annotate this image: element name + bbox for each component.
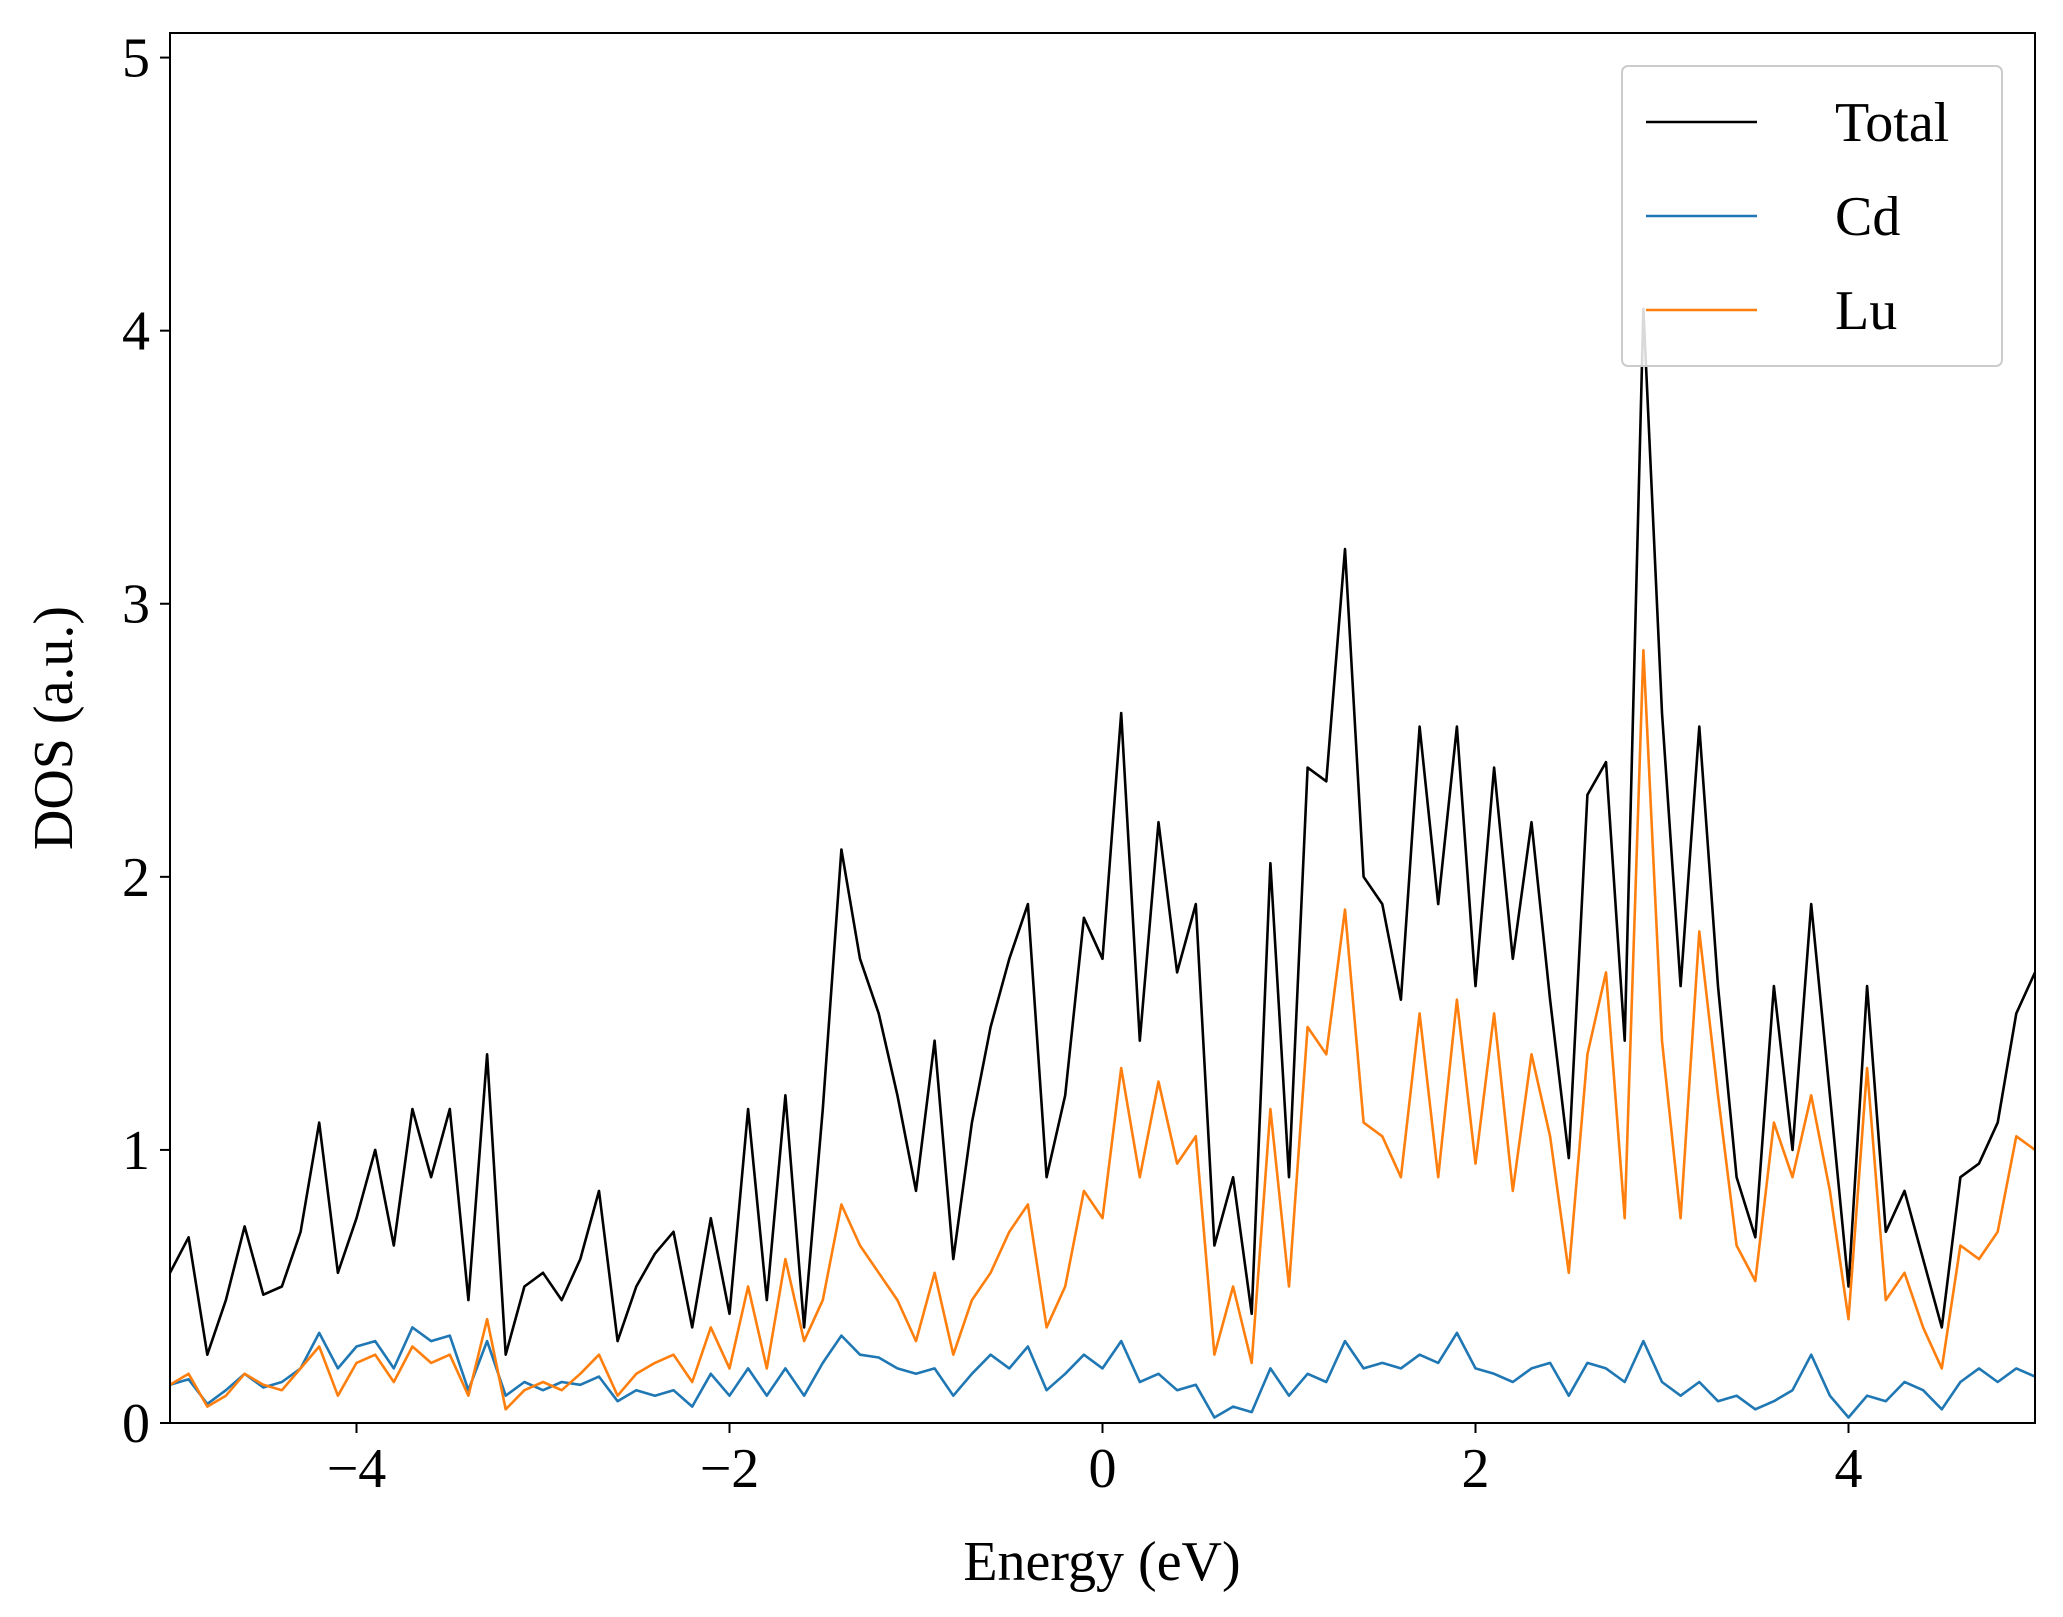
series-line <box>170 307 2035 1356</box>
x-tick-label: 2 <box>1462 1438 1490 1500</box>
y-axis-label: DOS (a.u.) <box>23 606 85 850</box>
y-tick-label: 0 <box>122 1393 150 1455</box>
series-line <box>170 1326 2035 1419</box>
legend-label: Total <box>1835 92 1949 154</box>
series-line <box>170 648 2035 1411</box>
x-tick-label: −4 <box>327 1438 387 1500</box>
x-axis-label: Energy (eV) <box>963 1531 1240 1593</box>
y-tick-label: 1 <box>122 1120 150 1182</box>
y-tick-label: 2 <box>122 847 150 909</box>
legend-box <box>1621 65 2003 367</box>
legend-label: Lu <box>1835 280 1897 342</box>
x-tick-label: 4 <box>1835 1438 1863 1500</box>
y-tick-label: 4 <box>122 301 150 363</box>
y-tick-label: 5 <box>122 28 150 90</box>
y-tick-label: 3 <box>122 574 150 636</box>
x-tick-label: −2 <box>700 1438 760 1500</box>
legend-label: Cd <box>1835 186 1900 248</box>
x-tick-label: 0 <box>1089 1438 1117 1500</box>
legend: Total Cd Lu <box>1621 65 2003 367</box>
